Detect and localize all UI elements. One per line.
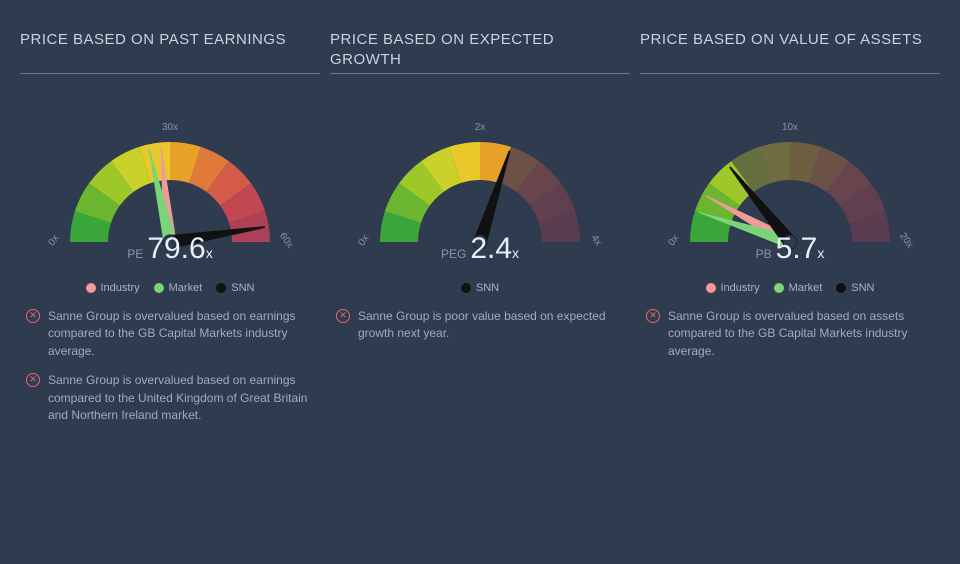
note: ✕ Sanne Group is overvalued based on ear… bbox=[26, 372, 314, 424]
metric-name: PEG bbox=[441, 247, 466, 261]
scale-mid: 2x bbox=[475, 122, 486, 133]
notes: ✕ Sanne Group is poor value based on exp… bbox=[330, 308, 630, 355]
fail-icon: ✕ bbox=[26, 309, 40, 323]
dashboard-root: PRICE BASED ON PAST EARNINGS 0x 30x 60x … bbox=[0, 0, 960, 466]
metric-value: 5.7 bbox=[776, 232, 818, 265]
scale-mid: 30x bbox=[162, 122, 178, 133]
notes: ✕ Sanne Group is overvalued based on ear… bbox=[20, 308, 320, 436]
fail-icon: ✕ bbox=[336, 309, 350, 323]
panel-title: PRICE BASED ON VALUE OF ASSETS bbox=[640, 30, 940, 74]
note: ✕ Sanne Group is overvalued based on ear… bbox=[26, 308, 314, 360]
gauge: 0x 10x 20x PB5.7x bbox=[640, 102, 940, 302]
panel: PRICE BASED ON PAST EARNINGS 0x 30x 60x … bbox=[20, 30, 320, 436]
metric: PB 5.7x bbox=[640, 232, 940, 266]
metric: PE 79.6x bbox=[20, 232, 320, 266]
note: ✕ Sanne Group is poor value based on exp… bbox=[336, 308, 624, 343]
panel-title: PRICE BASED ON EXPECTED GROWTH bbox=[330, 30, 630, 74]
metric-suffix: x bbox=[817, 245, 824, 261]
metric-name: PB bbox=[756, 247, 772, 261]
gauge: 0x 30x 60x PE79.6x bbox=[20, 102, 320, 302]
metric-suffix: x bbox=[512, 245, 519, 261]
scale-mid: 10x bbox=[782, 122, 798, 133]
metric-value: 79.6 bbox=[147, 232, 205, 265]
note-text: Sanne Group is overvalued based on earni… bbox=[48, 308, 314, 360]
note-text: Sanne Group is poor value based on expec… bbox=[358, 308, 624, 343]
panel: PRICE BASED ON VALUE OF ASSETS 0x 10x 20… bbox=[640, 30, 940, 436]
fail-icon: ✕ bbox=[26, 373, 40, 387]
panel-title: PRICE BASED ON PAST EARNINGS bbox=[20, 30, 320, 74]
fail-icon: ✕ bbox=[646, 309, 660, 323]
metric: PEG 2.4x bbox=[330, 232, 630, 266]
metric-name: PE bbox=[127, 247, 143, 261]
note-text: Sanne Group is overvalued based on asset… bbox=[668, 308, 934, 360]
note: ✕ Sanne Group is overvalued based on ass… bbox=[646, 308, 934, 360]
note-text: Sanne Group is overvalued based on earni… bbox=[48, 372, 314, 424]
metric-value: 2.4 bbox=[470, 232, 512, 265]
metric-suffix: x bbox=[206, 245, 213, 261]
panel: PRICE BASED ON EXPECTED GROWTH 0x 2x 4x … bbox=[330, 30, 630, 436]
gauge: 0x 2x 4x PEG2.4x bbox=[330, 102, 630, 302]
notes: ✕ Sanne Group is overvalued based on ass… bbox=[640, 308, 940, 372]
